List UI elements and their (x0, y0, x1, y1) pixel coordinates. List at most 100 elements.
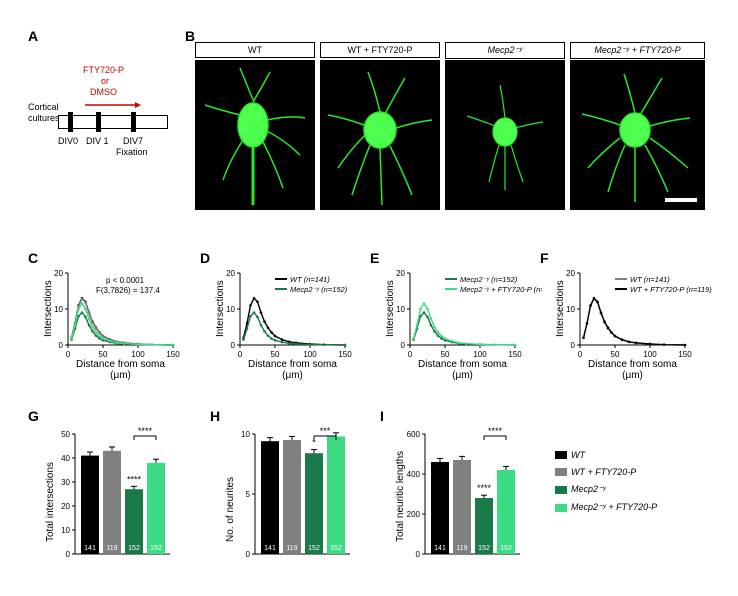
text: Fixation (116, 147, 148, 157)
y-axis-label: Intersections (215, 280, 226, 337)
svg-text:100: 100 (643, 350, 657, 359)
bar-chart-I: 0 200 400 600 141 119 152**** 152 **** T… (395, 420, 545, 580)
svg-text:****: **** (488, 426, 503, 436)
img-label: WT (195, 42, 315, 58)
x-axis-label: Distance from soma (μm) (410, 359, 515, 381)
line-chart-C: 0 10 20 0 50 100 150p < 0.0001 F(3,7826)… (40, 265, 180, 390)
scale-bar (665, 198, 697, 202)
panel-label: A (28, 28, 38, 44)
svg-text:p < 0.0001: p < 0.0001 (106, 276, 145, 285)
svg-text:****: **** (138, 426, 153, 436)
legend-label: Mecp2⁻ʸ + FTY720-P (571, 502, 657, 513)
y-axis-label: Total intersections (45, 462, 56, 542)
svg-text:119: 119 (286, 545, 297, 552)
svg-text:100: 100 (131, 350, 145, 359)
svg-text:152: 152 (500, 545, 512, 552)
svg-text:50: 50 (61, 430, 70, 439)
svg-text:Mecp2⁻ʸ (n=152): Mecp2⁻ʸ (n=152) (290, 285, 348, 294)
text: DMSO (90, 87, 117, 97)
svg-text:152: 152 (478, 545, 490, 552)
bar-chart-G: 0 10 20 30 40 50 141 119 152**** 152 ***… (45, 420, 195, 580)
svg-text:200: 200 (407, 510, 421, 519)
chart-svg: 0 10 20 30 40 50 141 119 152**** 152 ***… (45, 420, 195, 570)
svg-text:WT + FTY720-P (n=119): WT + FTY720-P (n=119) (630, 285, 712, 294)
svg-text:152: 152 (308, 545, 320, 552)
svg-text:0: 0 (578, 350, 583, 359)
text: Cortical (28, 102, 59, 112)
bar-chart-H: 0 5 10 141 119 152* 152 *** No. of neuri… (225, 420, 375, 580)
svg-text:0: 0 (66, 550, 71, 559)
img-label: Mecp2⁻ʸ (445, 42, 565, 59)
svg-text:****: **** (127, 474, 142, 484)
legend-label: Mecp2⁻ʸ (571, 484, 606, 495)
chart-svg: 0 5 10 141 119 152* 152 *** (225, 420, 375, 570)
svg-text:141: 141 (264, 545, 276, 552)
svg-text:****: **** (477, 483, 492, 493)
svg-text:10: 10 (226, 305, 235, 314)
chart-svg: 0 200 400 600 141 119 152**** 152 **** (395, 420, 545, 570)
text: cultures (28, 113, 60, 123)
panel-label: C (28, 250, 38, 266)
svg-text:150: 150 (338, 350, 352, 359)
timeline-bar (58, 115, 168, 129)
panel-a-diagram: Cortical cultures FTY720-P or DMSO DIV0 … (28, 60, 178, 200)
svg-text:141: 141 (434, 545, 446, 552)
neuron-image (445, 60, 565, 210)
svg-text:150: 150 (166, 350, 180, 359)
svg-text:0: 0 (571, 341, 576, 350)
svg-text:50: 50 (441, 350, 450, 359)
tick (96, 112, 101, 132)
img-label: Mecp2⁻ʸ + FTY720-P (570, 42, 705, 59)
legend-item: Mecp2⁻ʸ (555, 484, 657, 495)
panel-label: D (200, 250, 210, 266)
main-legend: WT WT + FTY720-P Mecp2⁻ʸ Mecp2⁻ʸ + FTY72… (555, 450, 657, 513)
text: or (101, 76, 109, 86)
panel-label: I (380, 408, 384, 424)
svg-text:400: 400 (407, 470, 421, 479)
line-chart-E: 0 10 20 0 50 100 150 Mecp2⁻ʸ (n=152) Mec… (382, 265, 522, 390)
svg-text:10: 10 (61, 526, 70, 535)
svg-text:150: 150 (678, 350, 692, 359)
svg-text:141: 141 (84, 545, 96, 552)
legend-swatch (555, 451, 567, 459)
svg-text:Mecp2⁻ʸ + FTY720-P (n=152): Mecp2⁻ʸ + FTY720-P (n=152) (460, 285, 542, 294)
x-axis-label: Distance from soma (μm) (240, 359, 345, 381)
svg-text:WT (n=141): WT (n=141) (630, 275, 670, 284)
svg-text:600: 600 (407, 430, 421, 439)
y-axis-label: Total neuritic lengths (395, 451, 406, 542)
svg-text:WT (n=141): WT (n=141) (290, 275, 330, 284)
tick (131, 112, 136, 132)
svg-text:***: *** (320, 426, 331, 436)
panel-label: E (370, 250, 379, 266)
neuron-image (195, 60, 315, 210)
svg-text:100: 100 (303, 350, 317, 359)
y-axis-label: Intersections (385, 280, 396, 337)
line-chart-F: 0 10 20 0 50 100 150 WT (n=141) WT + FTY… (552, 265, 692, 390)
svg-text:30: 30 (61, 478, 70, 487)
svg-text:150: 150 (508, 350, 522, 359)
panel-label: H (210, 408, 220, 424)
x-axis-label: Distance from soma (μm) (580, 359, 685, 381)
y-axis-label: Intersections (555, 280, 566, 337)
panel-label: G (28, 408, 39, 424)
legend-item: WT + FTY720-P (555, 467, 657, 477)
legend-item: Mecp2⁻ʸ + FTY720-P (555, 502, 657, 513)
panel-label: F (540, 250, 549, 266)
svg-text:40: 40 (61, 454, 70, 463)
legend-swatch (555, 468, 567, 476)
svg-text:0: 0 (246, 550, 251, 559)
text: DIV0 (58, 136, 78, 146)
arrow-icon (83, 100, 143, 110)
svg-text:10: 10 (54, 305, 63, 314)
y-axis-label: No. of neurites (225, 477, 236, 542)
svg-text:100: 100 (473, 350, 487, 359)
legend-swatch (555, 486, 567, 494)
y-axis-label: Intersections (43, 280, 54, 337)
legend-item: WT (555, 450, 657, 460)
svg-text:0: 0 (59, 341, 64, 350)
svg-text:119: 119 (456, 545, 467, 552)
svg-text:Mecp2⁻ʸ (n=152): Mecp2⁻ʸ (n=152) (460, 275, 518, 284)
svg-text:0: 0 (401, 341, 406, 350)
svg-text:20: 20 (396, 269, 405, 278)
legend-label: WT (571, 450, 585, 460)
